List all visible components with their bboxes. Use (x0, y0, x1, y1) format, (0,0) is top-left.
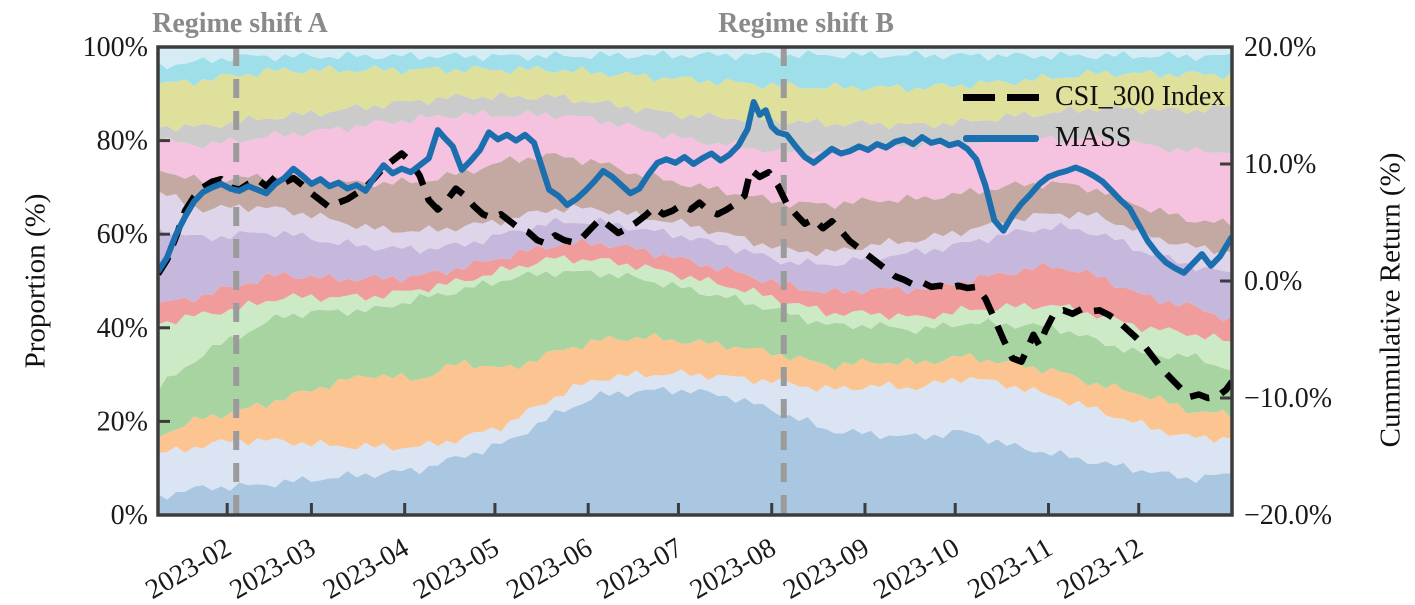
stacked-area-layer-area-12 (158, 65, 1232, 132)
stacked-area-layer-area-07 (158, 217, 1232, 322)
x-tick-label: 2023-05 (408, 532, 504, 605)
left-tick-label: 60% (97, 219, 148, 250)
right-tick-label: −20.0% (1244, 500, 1332, 531)
x-tick-label: 2023-03 (225, 532, 321, 605)
x-tick-label: 2023-07 (592, 532, 688, 605)
stacked-area-layer-area-02 (158, 369, 1232, 500)
stacked-area-layer-area-13 (158, 50, 1232, 93)
stacked-area-layer-area-14 (158, 47, 1232, 70)
stacked-area-layer-area-08 (158, 190, 1232, 273)
left-tick-label: 40% (97, 313, 148, 344)
right-tick-label: 10.0% (1244, 149, 1316, 180)
mass-line (158, 99, 1232, 276)
stacked-area-layer-area-10 (158, 109, 1232, 228)
x-tick-label: 2023-09 (778, 532, 874, 605)
left-tick-label: 0% (111, 500, 148, 531)
right-tick-label: −10.0% (1244, 383, 1332, 414)
stacked-area-layer-area-01 (158, 386, 1232, 515)
stacked-area-layer-area-05 (158, 255, 1232, 392)
right-tick-label: 20.0% (1244, 32, 1316, 63)
left-tick-label: 20% (97, 406, 148, 437)
x-tick-label: 2023-02 (140, 532, 236, 605)
x-tick-label: 2023-04 (318, 532, 414, 605)
x-tick-label: 2023-10 (868, 532, 964, 605)
left-tick-label: 80% (97, 126, 148, 157)
x-tick-label: 2023-11 (963, 532, 1058, 605)
stacked-area-layer-area-06 (158, 238, 1232, 342)
stacked-area-layer-area-04 (158, 270, 1232, 438)
right-tick-label: 0.0% (1244, 266, 1302, 297)
x-tick-label: 2023-12 (1052, 532, 1148, 605)
left-tick-label: 100% (83, 32, 148, 63)
stacked-area-layer-area-03 (158, 332, 1232, 453)
x-tick-label: 2023-08 (685, 532, 781, 605)
csi300-index-line (158, 150, 1232, 402)
x-tick-label: 2023-06 (501, 532, 597, 605)
